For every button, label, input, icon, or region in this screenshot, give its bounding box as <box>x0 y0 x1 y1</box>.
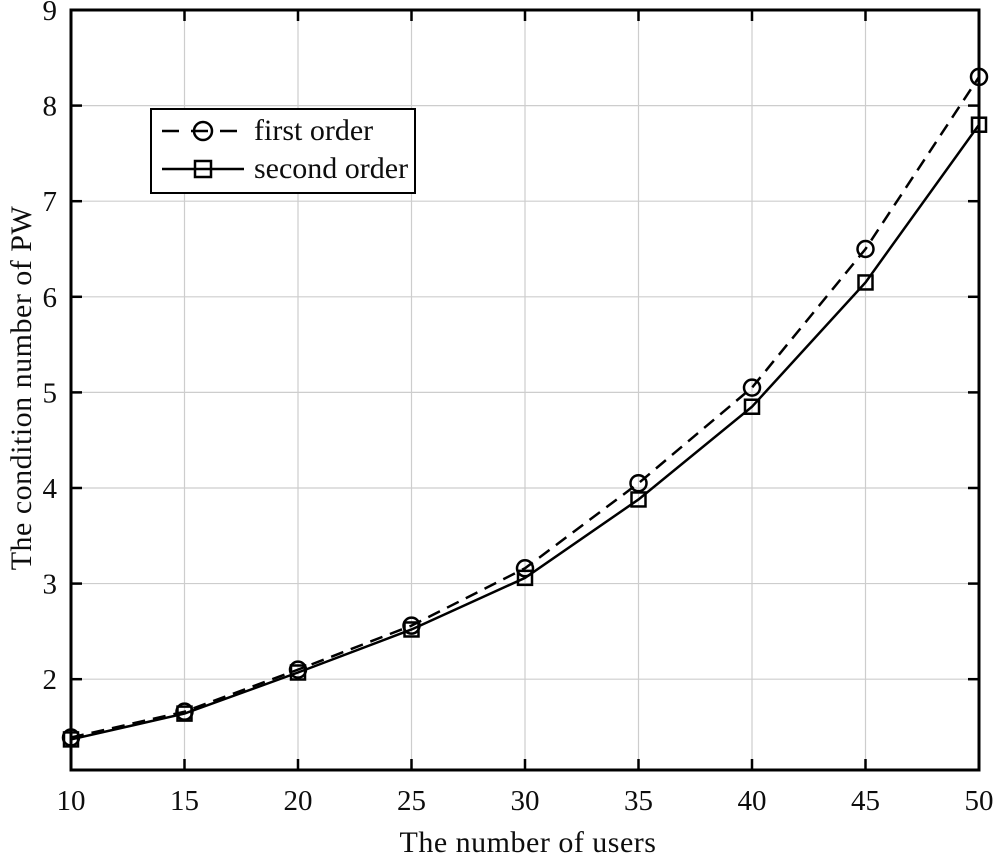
y-tick-label: 4 <box>43 473 58 505</box>
y-tick-label: 3 <box>43 569 58 601</box>
marker-square <box>857 274 874 291</box>
marker-square <box>516 569 534 587</box>
legend: first order second order <box>150 108 416 194</box>
legend-sample-dashed-circle-icon <box>162 120 244 142</box>
marker-square <box>176 705 193 722</box>
marker-square <box>630 491 647 508</box>
marker-circle <box>515 559 535 578</box>
marker-square <box>289 664 307 681</box>
legend-label-first-order: first order <box>254 114 374 147</box>
legend-label-second-order: second order <box>254 152 409 185</box>
x-tick-label: 50 <box>965 785 994 817</box>
x-axis-label: The number of users <box>399 826 657 859</box>
x-tick-label: 15 <box>170 785 199 817</box>
x-tick-label: 25 <box>397 785 426 817</box>
x-tick-label: 35 <box>624 785 653 817</box>
y-tick-label: 5 <box>43 377 58 409</box>
marker-square <box>743 398 761 415</box>
y-tick-label: 2 <box>43 664 58 696</box>
y-tick-label: 6 <box>43 282 58 314</box>
legend-entry-second-order: second order <box>160 150 408 188</box>
x-tick-label: 40 <box>738 785 767 817</box>
legend-sample-solid-square-icon <box>162 159 244 179</box>
y-tick-label: 9 <box>43 0 58 27</box>
y-tick-label: 7 <box>43 186 58 218</box>
y-axis-label: The condition number of PW <box>5 205 38 571</box>
x-tick-label: 10 <box>57 785 86 817</box>
y-tick-label: 8 <box>43 91 58 123</box>
marker-circle <box>856 239 875 259</box>
legend-entry-first-order: first order <box>160 112 408 150</box>
marker-circle <box>742 378 762 397</box>
marker-square <box>403 621 420 638</box>
x-tick-label: 20 <box>284 785 313 817</box>
marker-circle <box>629 473 648 493</box>
series-line-first-order <box>70 76 981 739</box>
series-line-second-order <box>70 123 981 741</box>
x-tick-label: 45 <box>851 785 880 817</box>
x-tick-label: 30 <box>511 785 540 817</box>
